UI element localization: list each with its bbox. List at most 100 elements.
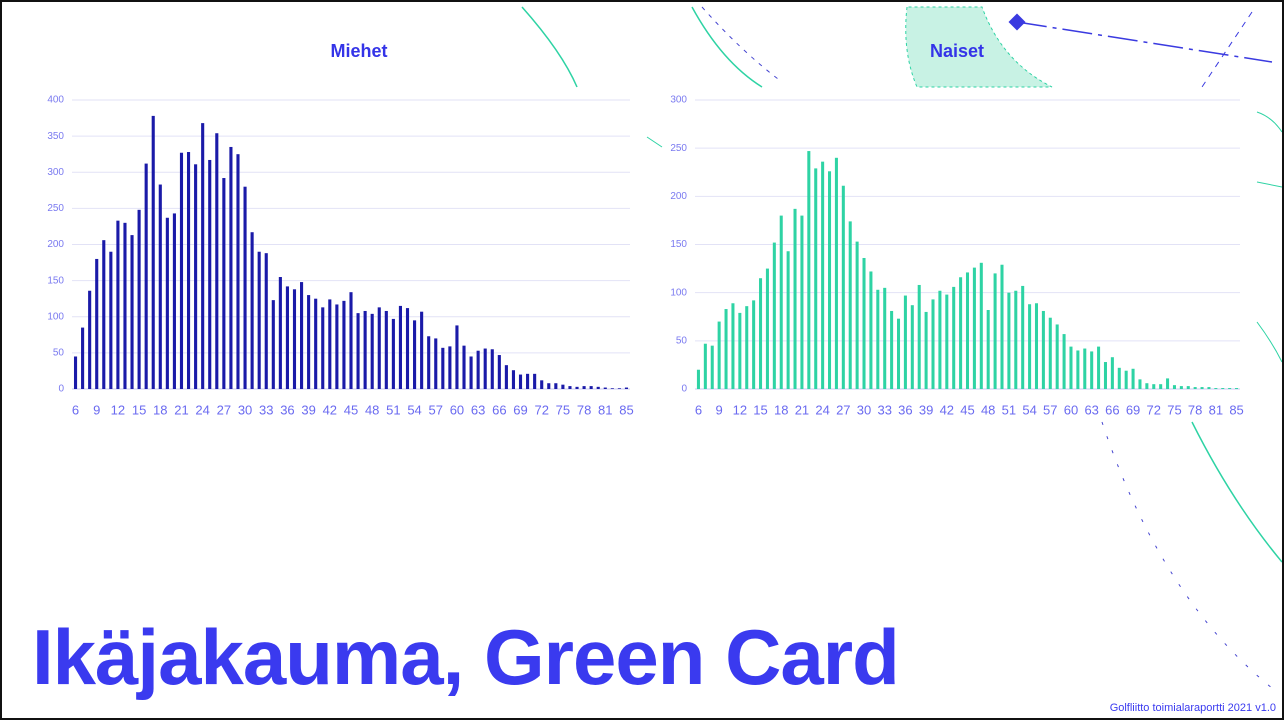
x-tick-label: 30 bbox=[238, 402, 252, 417]
bar bbox=[561, 384, 565, 389]
bar bbox=[186, 152, 191, 389]
x-tick-label: 27 bbox=[836, 402, 850, 417]
bar bbox=[540, 380, 544, 389]
bar bbox=[356, 313, 360, 389]
x-tick-label: 45 bbox=[344, 402, 358, 417]
bar bbox=[441, 347, 445, 389]
x-tick-label: 9 bbox=[716, 402, 723, 417]
y-tick-label: 200 bbox=[670, 191, 687, 202]
y-tick-label: 400 bbox=[47, 95, 64, 106]
bar bbox=[772, 242, 776, 389]
x-tick-label: 12 bbox=[111, 402, 125, 417]
bar bbox=[1228, 388, 1232, 389]
bar bbox=[483, 348, 487, 389]
bar bbox=[568, 386, 572, 389]
bar bbox=[834, 157, 838, 389]
bar bbox=[814, 168, 818, 389]
bar bbox=[1090, 351, 1094, 389]
bar bbox=[1062, 334, 1066, 389]
bar bbox=[786, 251, 790, 389]
bar bbox=[455, 325, 459, 389]
bar bbox=[222, 178, 226, 389]
x-tick-label: 60 bbox=[1064, 402, 1078, 417]
x-tick-label: 15 bbox=[753, 402, 767, 417]
bar bbox=[765, 268, 769, 389]
bar bbox=[102, 240, 106, 389]
bar bbox=[109, 251, 113, 389]
x-tick-label: 81 bbox=[598, 402, 612, 417]
bar bbox=[363, 310, 367, 389]
bar bbox=[526, 373, 530, 389]
bar bbox=[1221, 388, 1225, 389]
y-tick-label: 250 bbox=[670, 143, 687, 154]
y-tick-label: 100 bbox=[47, 311, 64, 322]
bar bbox=[179, 152, 184, 389]
bar bbox=[807, 151, 811, 389]
bar bbox=[1097, 346, 1101, 389]
bar bbox=[1138, 379, 1142, 389]
bar bbox=[427, 336, 431, 389]
bar bbox=[236, 154, 240, 389]
bar bbox=[710, 345, 714, 389]
x-tick-label: 36 bbox=[280, 402, 294, 417]
bar bbox=[979, 262, 983, 389]
bar bbox=[95, 258, 99, 389]
bar bbox=[603, 387, 607, 389]
bar bbox=[876, 289, 880, 389]
y-tick-label: 300 bbox=[47, 167, 64, 178]
x-tick-label: 21 bbox=[174, 402, 188, 417]
bar bbox=[855, 241, 859, 389]
bar bbox=[165, 217, 169, 389]
bar bbox=[862, 257, 866, 389]
x-tick-label: 57 bbox=[1043, 402, 1057, 417]
bar bbox=[328, 299, 332, 389]
bar bbox=[321, 307, 325, 389]
bar bbox=[793, 208, 797, 389]
bar bbox=[462, 345, 466, 389]
bar bbox=[945, 294, 949, 389]
bar bbox=[377, 307, 381, 389]
bar bbox=[993, 273, 997, 389]
bar bbox=[1193, 387, 1197, 389]
bar bbox=[278, 277, 282, 389]
chart-title: Naiset bbox=[930, 41, 984, 61]
bar bbox=[554, 383, 558, 389]
bar bbox=[1166, 378, 1170, 389]
bar bbox=[1145, 383, 1149, 389]
bar bbox=[841, 185, 845, 389]
bar bbox=[724, 309, 728, 389]
bar bbox=[1159, 384, 1163, 389]
chart-title: Miehet bbox=[330, 41, 387, 61]
bar bbox=[965, 272, 970, 389]
bar bbox=[952, 286, 956, 389]
x-tick-label: 45 bbox=[960, 402, 974, 417]
x-tick-label: 39 bbox=[301, 402, 315, 417]
bar bbox=[696, 369, 700, 389]
bar bbox=[890, 310, 894, 389]
x-tick-label: 66 bbox=[1105, 402, 1119, 417]
y-tick-label: 0 bbox=[681, 384, 687, 395]
bar bbox=[731, 303, 735, 389]
bar bbox=[292, 289, 297, 389]
bar bbox=[1200, 387, 1204, 389]
bar bbox=[391, 318, 395, 389]
x-tick-label: 78 bbox=[577, 402, 591, 417]
bar bbox=[1021, 285, 1025, 389]
bar bbox=[745, 306, 749, 389]
bar bbox=[144, 163, 148, 389]
bar bbox=[596, 386, 600, 389]
bar bbox=[910, 305, 914, 389]
bar bbox=[1103, 362, 1107, 389]
bar bbox=[624, 387, 629, 389]
bar bbox=[497, 355, 501, 389]
x-tick-label: 36 bbox=[898, 402, 912, 417]
y-tick-label: 350 bbox=[47, 131, 64, 142]
bar bbox=[243, 186, 247, 389]
bar bbox=[547, 383, 551, 389]
bar bbox=[342, 300, 346, 389]
x-tick-label: 9 bbox=[93, 402, 100, 417]
y-tick-label: 150 bbox=[670, 239, 687, 250]
bar bbox=[271, 300, 275, 389]
